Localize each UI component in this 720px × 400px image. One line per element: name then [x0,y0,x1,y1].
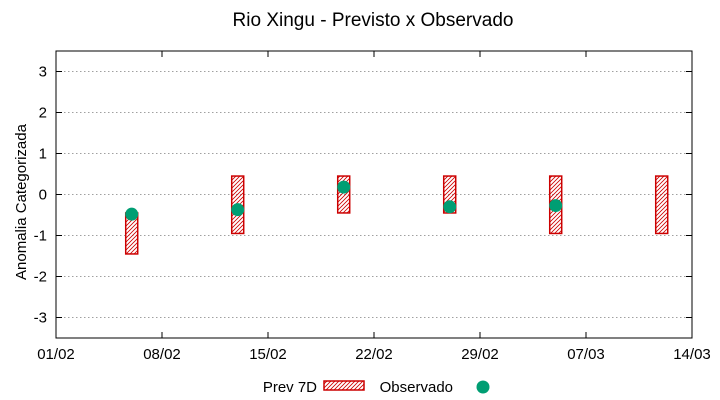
legend: Prev 7D Observado [263,379,490,396]
x-tick-label: 14/03 [673,346,711,363]
x-tick-label: 07/03 [567,346,605,363]
y-tick-label: 2 [39,105,47,122]
observed-points [125,180,563,221]
observed-point [231,203,245,217]
y-tick-label: -3 [34,310,47,327]
forecast-range-bar [654,175,669,235]
observed-point [443,200,457,214]
y-axis-ticks: -3 -2 -1 0 1 2 3 [34,64,692,327]
legend-marker-observed [476,380,490,394]
observed-point [125,207,139,221]
legend-label-observed: Observado [380,379,453,396]
x-tick-label: 29/02 [461,346,499,363]
y-tick-label: 0 [39,187,47,204]
x-tick-label: 01/02 [37,346,75,363]
y-tick-label: 3 [39,64,47,81]
x-tick-label: 15/02 [249,346,287,363]
y-axis-label: Anomalia Categorizada [13,123,30,280]
observed-point [549,199,563,213]
grid-lines [56,71,692,318]
legend-swatch-forecast [323,380,365,391]
chart-title: Rio Xingu - Previsto x Observado [233,10,514,31]
legend-label-forecast: Prev 7D [263,379,317,396]
x-tick-label: 22/02 [355,346,393,363]
plot-frame [55,50,693,339]
y-tick-label: 1 [39,146,47,163]
forecast-ranges [124,175,669,255]
y-tick-label: -1 [34,228,47,245]
y-tick-label: -2 [34,269,47,286]
x-tick-label: 08/02 [143,346,181,363]
observed-point [337,180,351,194]
x-axis-ticks: 01/02 08/02 15/02 22/02 29/02 07/03 14/03 [37,51,711,363]
